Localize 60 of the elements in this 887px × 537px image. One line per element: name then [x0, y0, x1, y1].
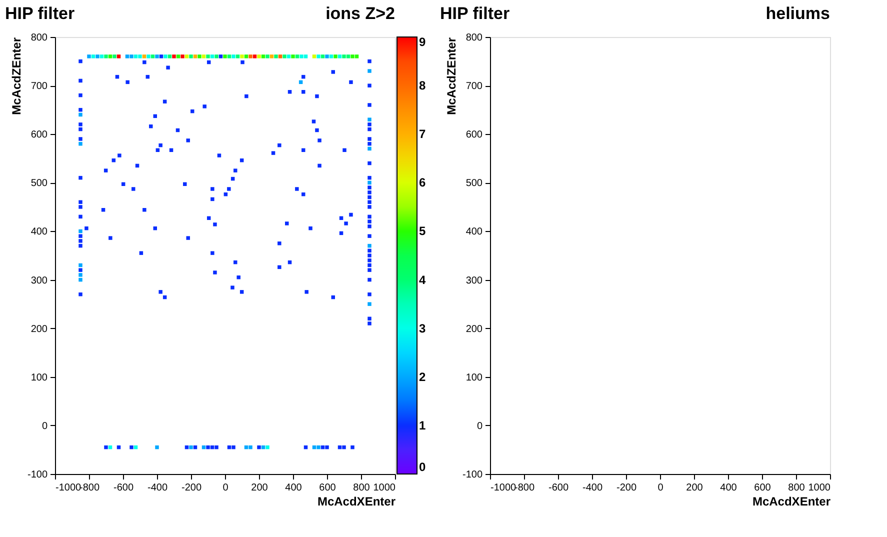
x-axis-title: McAcdXEnter	[317, 494, 396, 508]
x-tick-label: 600	[319, 482, 336, 494]
y-axis-title: McAcdZEnter	[9, 37, 24, 115]
y-tick-label: 800	[466, 32, 483, 44]
color-bar-label: 1	[419, 418, 426, 432]
x-tick-label: -600	[548, 482, 569, 494]
x-tick-label: 0	[222, 482, 229, 494]
x-tick-label: -600	[113, 482, 134, 494]
x-tick-label: 800	[353, 482, 370, 494]
x-tick-label: -800	[79, 482, 100, 494]
y-tick-label: 600	[466, 130, 483, 141]
x-axis-title: McAcdXEnter	[752, 494, 831, 508]
x-tick-label: 1000	[373, 482, 396, 494]
x-tick-label: -200	[616, 482, 637, 494]
color-bar-label: 5	[419, 224, 426, 238]
y-tick-label: -100	[27, 470, 48, 480]
color-bar-label: 8	[419, 78, 426, 93]
x-tick-label: 1000	[808, 482, 831, 494]
y-tick-label: 700	[466, 81, 483, 92]
color-bar-label: 4	[419, 272, 426, 287]
color-bar-label: 3	[419, 321, 426, 336]
color-bar-label: 7	[419, 127, 426, 142]
x-tick-label: 400	[720, 482, 738, 494]
y-tick-label: 100	[466, 372, 483, 384]
y-tick-label: 800	[30, 32, 48, 44]
text: ions Z>2	[326, 4, 395, 23]
x-tick-label: -400	[147, 482, 168, 494]
color-bar-label: 2	[419, 370, 426, 384]
y-tick-label: 200	[30, 324, 48, 335]
x-tick-label: -1000	[56, 482, 82, 494]
x-tick-label: 800	[788, 482, 806, 494]
text: heliums	[766, 4, 830, 23]
x-tick-label: -1000	[490, 482, 517, 494]
y-tick-label: 600	[30, 130, 48, 141]
y-tick-label: 100	[30, 372, 48, 384]
y-tick-label: 0	[42, 420, 48, 432]
chart-title: HIP filter	[440, 4, 510, 23]
x-tick-label: 0	[658, 482, 664, 494]
x-tick-label: -800	[514, 482, 535, 494]
x-tick-label: -200	[181, 482, 202, 494]
y-tick-label: -100	[462, 470, 483, 480]
x-tick-label: -400	[582, 482, 603, 494]
y-tick-label: 500	[466, 178, 483, 190]
chart-title: HIP filter	[5, 4, 75, 23]
y-tick-label: 500	[30, 178, 48, 190]
y-tick-label: 300	[466, 275, 483, 286]
y-axis-title: McAcdZEnter	[444, 37, 458, 115]
color-bar-label: 0	[419, 460, 426, 474]
y-tick-label: 700	[30, 81, 48, 92]
x-tick-label: 400	[285, 482, 302, 494]
x-tick-label: 200	[251, 482, 268, 494]
y-tick-label: 400	[466, 226, 483, 238]
x-tick-label: 600	[754, 482, 772, 494]
color-bar-label: 9	[419, 35, 426, 49]
x-tick-label: 200	[686, 482, 704, 494]
y-tick-label: 400	[30, 226, 48, 238]
y-tick-label: 300	[30, 275, 48, 286]
color-bar-label: 6	[419, 176, 426, 190]
y-tick-label: 200	[466, 324, 483, 335]
y-tick-label: 0	[476, 420, 483, 432]
